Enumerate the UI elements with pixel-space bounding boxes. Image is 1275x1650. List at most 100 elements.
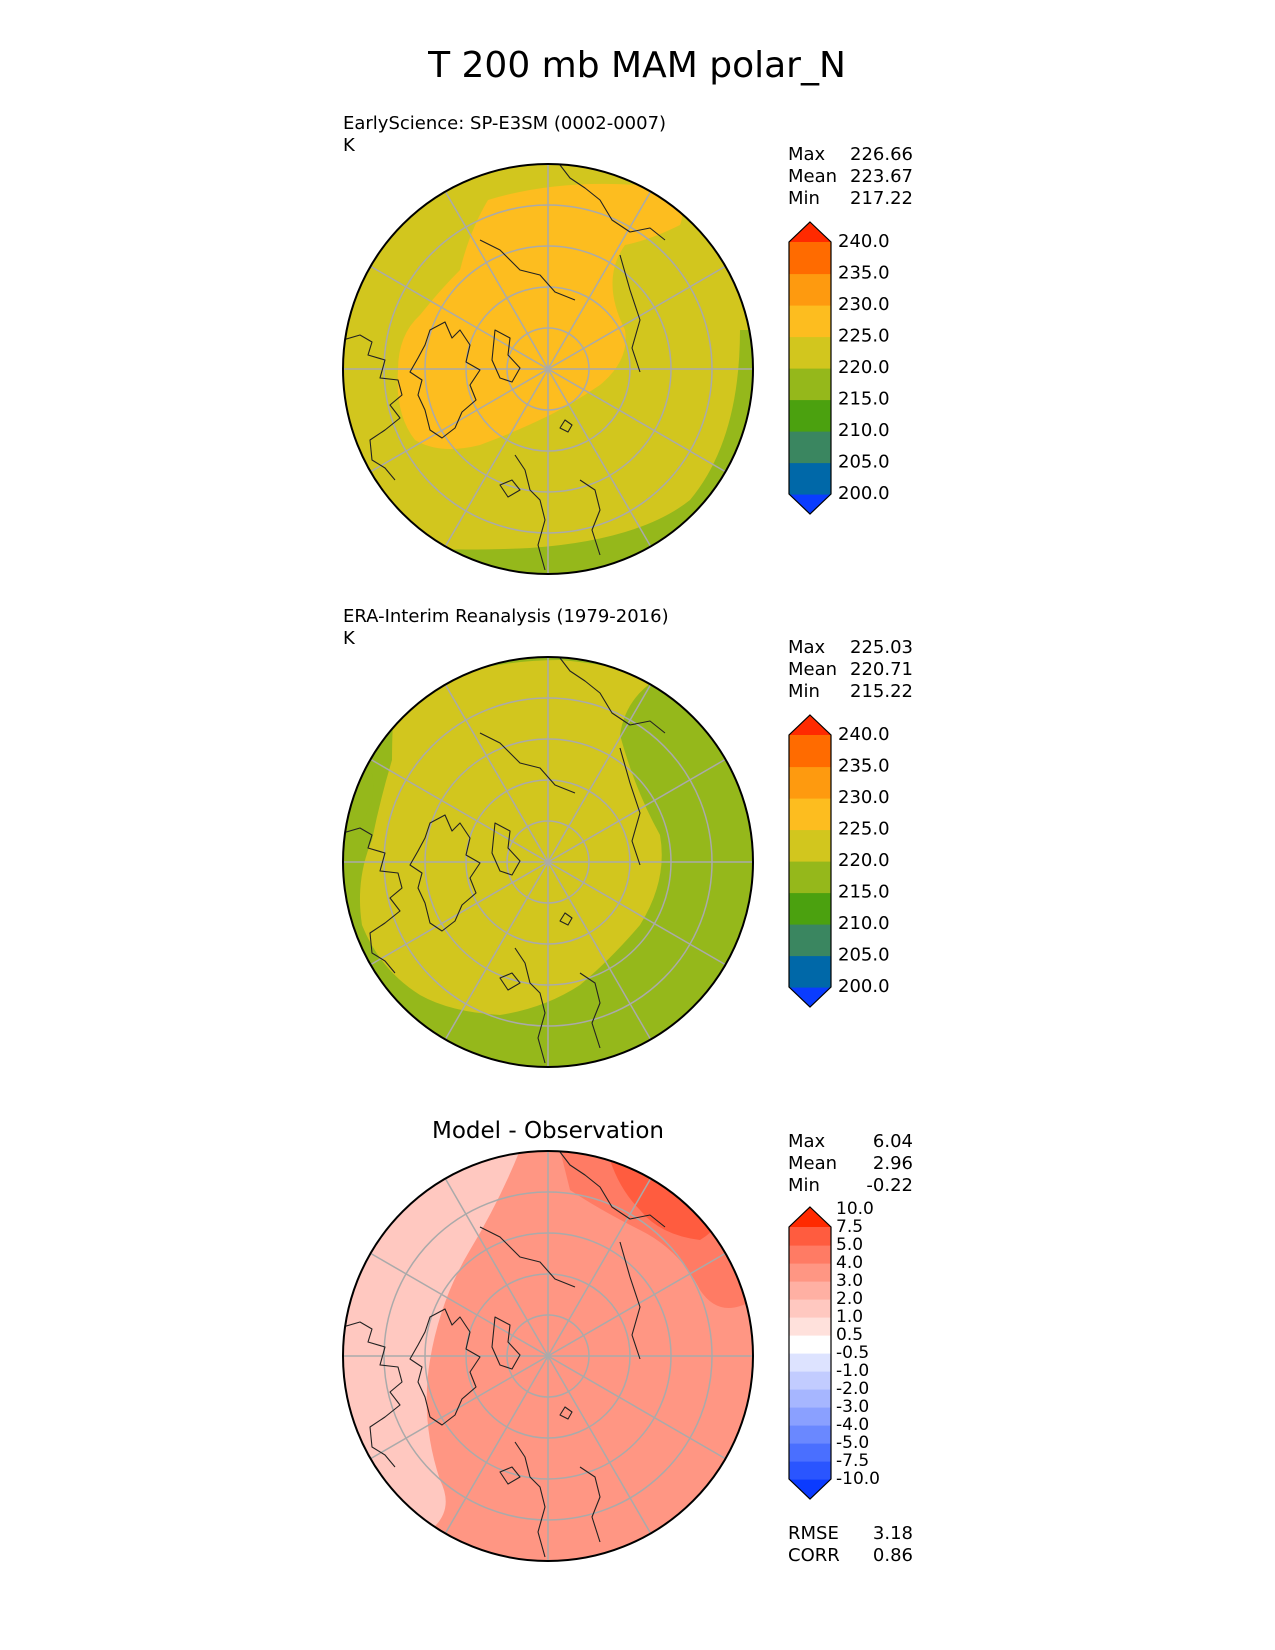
panel-model: EarlyScience: SP-E3SM (0002-0007) K bbox=[342, 113, 913, 575]
colorbar-swatch bbox=[789, 1389, 831, 1408]
panel-diff-stats: Max 6.04 Mean 2.96 Min -0.22 bbox=[788, 1131, 913, 1196]
stat-value: 223.67 bbox=[850, 166, 913, 187]
colorbar-swatch bbox=[789, 1353, 831, 1372]
metric-label: CORR bbox=[788, 1545, 840, 1566]
colorbar-tick-label: -0.5 bbox=[836, 1343, 869, 1363]
panel-obs-boundary bbox=[342, 656, 754, 1068]
colorbar-swatch bbox=[789, 829, 831, 862]
colorbar-swatch bbox=[789, 368, 831, 401]
stat-value: -0.22 bbox=[866, 1175, 913, 1196]
colorbar-outline bbox=[788, 714, 832, 1008]
colorbar-tick-label: 220.0 bbox=[838, 850, 890, 871]
colorbar-tick-label: 200.0 bbox=[838, 976, 890, 997]
colorbar-extend-high bbox=[789, 222, 831, 242]
panel-obs-colorbar: 200.0 205.0 210.0 215.0 220.0 225.0 230.0 235.0… bbox=[788, 714, 890, 1008]
stat-value: 217.22 bbox=[850, 188, 913, 209]
colorbar-swatch bbox=[789, 1227, 831, 1246]
colorbar-swatch bbox=[789, 1335, 831, 1354]
panel-obs-title: ERA-Interim Reanalysis (1979-2016) bbox=[343, 606, 669, 627]
metric-label: RMSE bbox=[788, 1523, 839, 1544]
colorbar-swatch bbox=[789, 1317, 831, 1336]
colorbar-tick-label: 1.0 bbox=[836, 1307, 863, 1327]
stat-value: 225.03 bbox=[850, 637, 913, 658]
panel-diff-metrics: RMSE 3.18 CORR 0.86 bbox=[788, 1523, 913, 1566]
colorbar-swatch bbox=[789, 1299, 831, 1318]
colorbar-swatch bbox=[789, 336, 831, 369]
panel-model-stats: Max 226.66 Mean 223.67 Min 217.22 bbox=[788, 144, 913, 209]
panel-obs: ERA-Interim Reanalysis (1979-2016) K bbox=[342, 606, 913, 1068]
colorbar-swatch bbox=[789, 798, 831, 831]
panel-obs-coastlines bbox=[343, 657, 666, 1064]
stat-label: Mean bbox=[788, 1153, 837, 1174]
colorbar-tick-label: 240.0 bbox=[838, 231, 890, 252]
panel-diff-colorbar: -10.0-7.5-5.0-4.0-3.0-2.0-1.0-0.50.51.02… bbox=[788, 1199, 880, 1500]
colorbar-tick-label: 220.0 bbox=[838, 357, 890, 378]
colorbar-swatch bbox=[789, 305, 831, 338]
colorbar-tick-label: 215.0 bbox=[838, 882, 890, 903]
colorbar-tick-label: 240.0 bbox=[838, 724, 890, 745]
stat-label: Min bbox=[788, 681, 820, 702]
colorbar-swatch bbox=[789, 1461, 831, 1480]
colorbar-tick-label: 0.5 bbox=[836, 1325, 863, 1345]
metric-value: 3.18 bbox=[873, 1523, 913, 1544]
colorbar-tick-label: 215.0 bbox=[838, 389, 890, 410]
panel-diff-title: Model - Observation bbox=[432, 1118, 664, 1144]
colorbar-tick-label: 230.0 bbox=[838, 787, 890, 808]
panel-model-units: K bbox=[343, 135, 356, 156]
colorbar-swatch bbox=[789, 399, 831, 432]
panel-model-boundary bbox=[342, 163, 754, 575]
colorbar-tick-label: 230.0 bbox=[838, 294, 890, 315]
panel-diff-boundary bbox=[342, 1150, 754, 1562]
figure-title: T 200 mb MAM polar_N bbox=[427, 45, 846, 86]
colorbar-swatch bbox=[789, 892, 831, 925]
colorbar-tick-label: -1.0 bbox=[836, 1361, 869, 1381]
panel-obs-units: K bbox=[343, 628, 356, 649]
colorbar-swatch bbox=[789, 924, 831, 957]
stat-label: Max bbox=[788, 144, 826, 165]
colorbar-swatch bbox=[789, 955, 831, 988]
panel-model-graticule bbox=[343, 164, 753, 574]
colorbar-outline bbox=[788, 1206, 832, 1500]
stat-value: 2.96 bbox=[873, 1153, 913, 1174]
colorbar-tick-label: 4.0 bbox=[836, 1253, 863, 1273]
colorbar-tick-label: 210.0 bbox=[838, 913, 890, 934]
colorbar-swatch bbox=[789, 1245, 831, 1264]
stat-label: Mean bbox=[788, 166, 837, 187]
colorbar-swatch bbox=[789, 1443, 831, 1462]
colorbar-tick-label: -7.5 bbox=[836, 1451, 869, 1471]
colorbar-tick-label: 235.0 bbox=[838, 756, 890, 777]
panel-model-title: EarlyScience: SP-E3SM (0002-0007) bbox=[343, 113, 666, 134]
colorbar-tick-label: 210.0 bbox=[838, 420, 890, 441]
stat-label: Mean bbox=[788, 659, 837, 680]
colorbar-tick-label: -5.0 bbox=[836, 1433, 869, 1453]
stat-label: Min bbox=[788, 1175, 820, 1196]
colorbar-tick-label: 235.0 bbox=[838, 263, 890, 284]
stat-value: 220.71 bbox=[850, 659, 913, 680]
stat-label: Max bbox=[788, 1131, 826, 1152]
colorbar-tick-label: 205.0 bbox=[838, 945, 890, 966]
colorbar-tick-label: 200.0 bbox=[838, 483, 890, 504]
panel-diff-coastlines bbox=[343, 1151, 666, 1558]
colorbar-swatch bbox=[789, 273, 831, 306]
stat-value: 6.04 bbox=[873, 1131, 913, 1152]
colorbar-swatch bbox=[789, 861, 831, 894]
stat-value: 226.66 bbox=[850, 144, 913, 165]
colorbar-swatch bbox=[789, 242, 831, 275]
panel-model-coastlines bbox=[343, 164, 666, 571]
colorbar-swatch bbox=[789, 462, 831, 495]
field-region-warm-core bbox=[397, 183, 682, 449]
colorbar-extend-low bbox=[789, 1479, 831, 1499]
colorbar-swatch bbox=[789, 766, 831, 799]
colorbar-swatch bbox=[789, 1407, 831, 1426]
colorbar-tick-label: 225.0 bbox=[838, 326, 890, 347]
colorbar-swatch bbox=[789, 1371, 831, 1390]
stat-label: Max bbox=[788, 637, 826, 658]
colorbar-swatch bbox=[789, 1263, 831, 1282]
colorbar-extend-low bbox=[789, 987, 831, 1007]
colorbar-extend-high bbox=[789, 1207, 831, 1227]
colorbar-swatch bbox=[789, 735, 831, 768]
colorbar-extend-low bbox=[789, 494, 831, 514]
panel-diff: Model - Observation bbox=[342, 1118, 913, 1566]
colorbar-tick-label: -10.0 bbox=[836, 1469, 880, 1489]
